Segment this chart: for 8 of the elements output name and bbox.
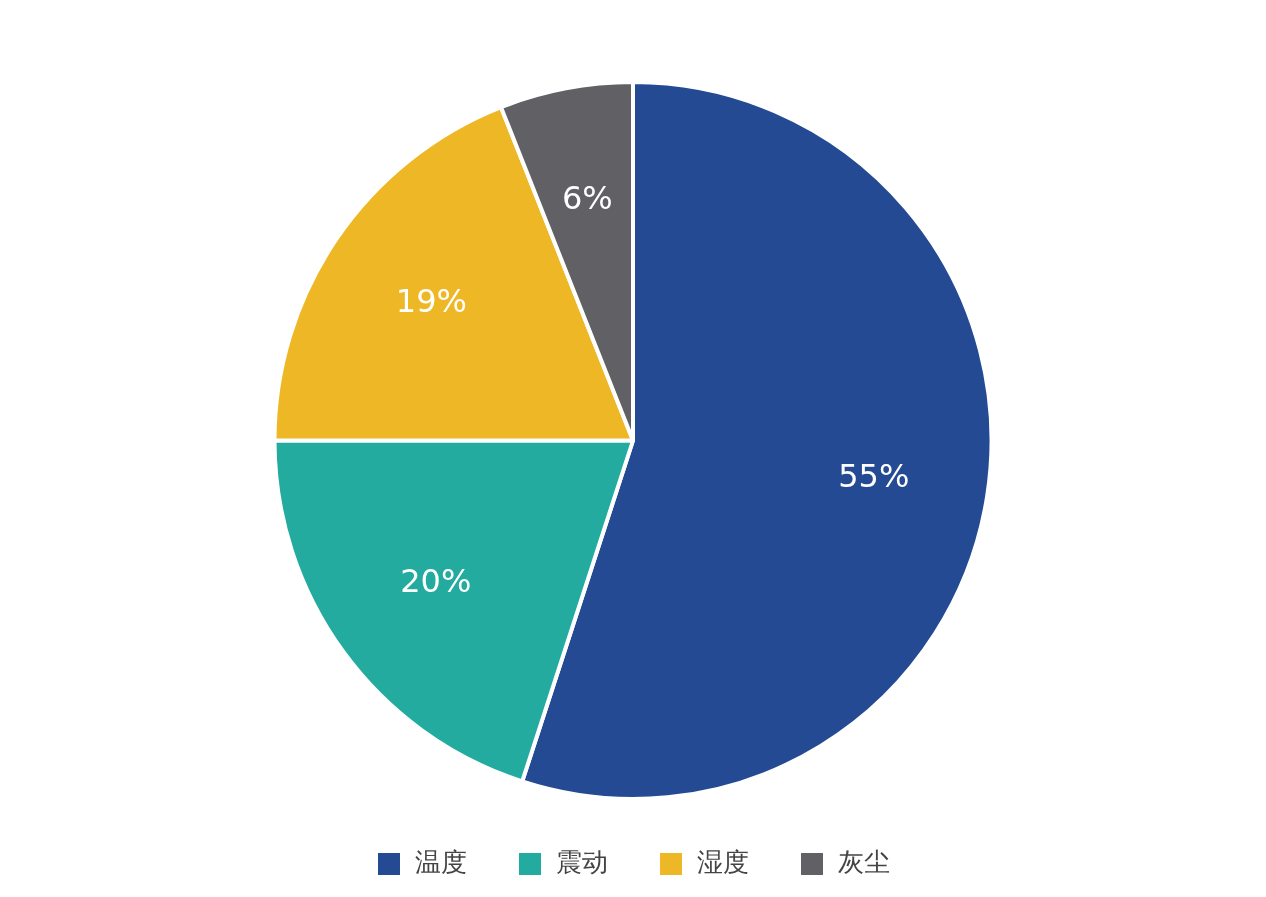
- legend-label: 震动: [556, 846, 608, 877]
- data-label: 19%: [395, 281, 467, 320]
- data-label: 20%: [400, 562, 472, 601]
- data-label: 55%: [838, 456, 910, 495]
- legend-label: 湿度: [697, 846, 749, 877]
- data-label: 6%: [561, 179, 613, 218]
- legend-label: 灰尘: [838, 846, 890, 877]
- legend-label: 温度: [415, 846, 467, 877]
